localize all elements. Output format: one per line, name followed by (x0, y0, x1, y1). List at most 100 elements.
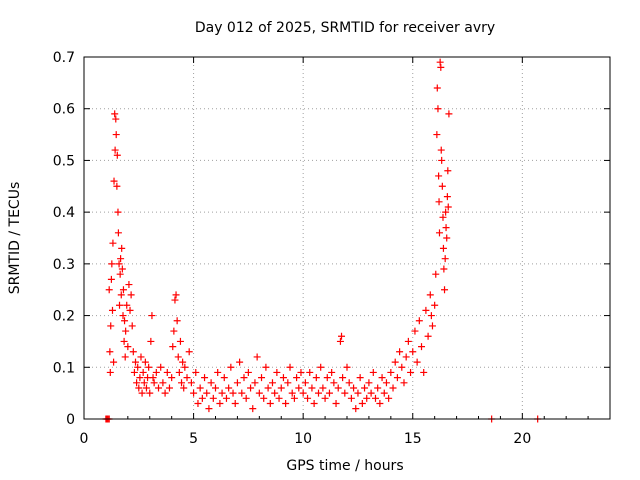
data-point (130, 368, 138, 376)
data-point (123, 301, 131, 309)
data-point (114, 208, 122, 216)
data-point (432, 270, 440, 278)
data-point (119, 286, 127, 294)
data-point (437, 146, 445, 154)
data-point (150, 379, 158, 387)
data-point (264, 384, 272, 392)
data-point (435, 172, 443, 180)
data-point (244, 368, 252, 376)
data-point (434, 105, 442, 113)
data-point (442, 224, 450, 232)
data-point (255, 389, 263, 397)
data-point (396, 348, 404, 356)
data-point (113, 182, 121, 190)
data-point (155, 384, 163, 392)
data-point (240, 374, 248, 382)
data-point (176, 337, 184, 345)
data-point (288, 389, 296, 397)
data-point (426, 291, 434, 299)
y-tick-label: 0.3 (53, 257, 75, 273)
data-point (437, 63, 445, 71)
data-point (171, 296, 179, 304)
data-point (169, 343, 177, 351)
data-point (110, 358, 118, 366)
data-point (431, 301, 439, 309)
data-point (247, 384, 255, 392)
data-point (163, 368, 171, 376)
data-point (134, 363, 142, 371)
data-point (133, 379, 141, 387)
data-point (424, 332, 432, 340)
data-point (293, 374, 301, 382)
data-point (187, 379, 195, 387)
data-point (407, 368, 415, 376)
data-point (441, 286, 449, 294)
data-point (439, 213, 447, 221)
data-point (198, 394, 206, 402)
axis-ticks: 0 0.1 0.2 0.3 0.4 0.5 0.6 0.7 0 5 10 15 20 (53, 50, 610, 447)
data-point (117, 291, 125, 299)
data-point (442, 208, 450, 216)
data-point (420, 368, 428, 376)
data-point (108, 260, 116, 268)
data-point (135, 384, 143, 392)
plot-frame (83, 56, 611, 420)
data-point (260, 394, 268, 402)
data-point (125, 281, 133, 289)
data-point (317, 363, 325, 371)
data-point (321, 394, 329, 402)
data-point (363, 394, 371, 402)
data-point (271, 389, 279, 397)
data-point (444, 203, 452, 211)
data-point (440, 265, 448, 273)
data-point (152, 368, 160, 376)
data-point (439, 244, 447, 252)
data-point (238, 389, 246, 397)
data-point (181, 363, 189, 371)
data-point (147, 337, 155, 345)
data-point (323, 374, 331, 382)
data-point (402, 353, 410, 361)
data-point (114, 229, 122, 237)
data-point (185, 348, 193, 356)
data-point (341, 389, 349, 397)
x-tick-label: 20 (513, 431, 531, 447)
data-point (249, 405, 257, 413)
data-point (112, 115, 120, 123)
data-point (443, 193, 451, 201)
data-point (107, 275, 115, 283)
data-point (132, 358, 140, 366)
data-point (279, 374, 287, 382)
data-point (236, 358, 244, 366)
x-tick-label: 5 (189, 431, 198, 447)
data-point (339, 374, 347, 382)
data-point (343, 363, 351, 371)
data-point (398, 363, 406, 371)
data-point (225, 384, 233, 392)
data-points (102, 58, 542, 423)
data-point (124, 343, 132, 351)
data-point (304, 394, 312, 402)
data-point (136, 374, 144, 382)
data-point (336, 337, 344, 345)
data-point (345, 379, 353, 387)
data-point (165, 384, 173, 392)
data-point (301, 379, 309, 387)
data-point (180, 384, 188, 392)
data-point (111, 146, 119, 154)
data-point (209, 394, 217, 402)
data-point (393, 374, 401, 382)
data-point (122, 327, 130, 335)
data-point (214, 368, 222, 376)
data-point (145, 363, 153, 371)
data-point (220, 374, 228, 382)
data-point (201, 374, 209, 382)
data-point (382, 379, 390, 387)
data-point (409, 348, 417, 356)
data-point (113, 151, 121, 159)
data-point (205, 405, 213, 413)
data-point (427, 312, 435, 320)
data-point (356, 374, 364, 382)
data-point (347, 394, 355, 402)
